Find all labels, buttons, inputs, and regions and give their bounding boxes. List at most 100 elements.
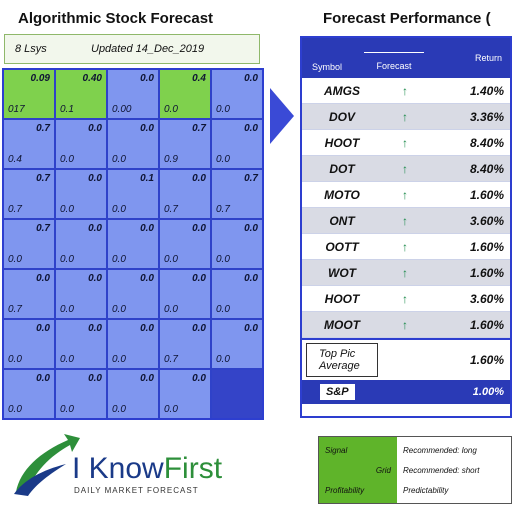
grid-cell: 0.0 0.0 — [108, 270, 158, 318]
row-return: 8.40% — [469, 135, 504, 150]
grid-cell: 0.0 0.0 — [56, 320, 106, 368]
grid-cell: 0.7 0.4 — [4, 120, 54, 168]
grid-cell: 0.40 0.1 — [56, 70, 106, 118]
cell-predictability: 0.0 — [8, 354, 22, 365]
grid-cell: 0.0 0.0 — [108, 320, 158, 368]
cell-predictability: 0.1 — [60, 104, 74, 115]
cell-signal: 0.0 — [244, 223, 258, 234]
performance-title: Forecast Performance ( — [323, 10, 491, 27]
header-forecast: Forecast — [364, 51, 424, 71]
cell-signal: 0.09 — [30, 73, 50, 84]
grid-cell: 0.7 0.7 — [4, 170, 54, 218]
cell-predictability: 0.0 — [8, 254, 22, 265]
grid-cell: 0.0 0.0 — [56, 220, 106, 268]
cell-predictability: 0.0 — [216, 254, 230, 265]
cell-predictability: 0.0 — [112, 404, 126, 415]
grid-cell: 0.0 0.0 — [56, 370, 106, 418]
row-return: 1.40% — [469, 83, 504, 98]
cell-predictability: 0.0 — [112, 154, 126, 165]
cell-signal: 0.0 — [88, 273, 102, 284]
row-return: 3.60% — [469, 291, 504, 306]
row-return: 1.60% — [469, 187, 504, 202]
cell-signal: 0.0 — [140, 223, 154, 234]
cell-signal: 0.0 — [140, 373, 154, 384]
cell-signal: 0.0 — [140, 273, 154, 284]
cell-signal: 0.0 — [192, 223, 206, 234]
legend-value-predictability: Predictability — [403, 485, 449, 495]
cell-predictability: 0.0 — [60, 154, 74, 165]
cell-signal: 0.0 — [192, 373, 206, 384]
grid-cell: 0.0 0.7 — [160, 320, 210, 368]
cell-predictability: 0.00 — [112, 104, 132, 115]
row-return: 3.60% — [469, 213, 504, 228]
table-row: HOOT ↑ 3.60% — [302, 286, 510, 312]
table-header: Symbol Forecast Return — [302, 38, 510, 78]
grid-cell: 0.0 0.0 — [108, 370, 158, 418]
cell-signal: 0.0 — [88, 173, 102, 184]
cell-predictability: 0.9 — [164, 154, 178, 165]
arrow-up-icon: ↑ — [402, 213, 408, 228]
grid-cell: 0.0 0.0 — [212, 220, 262, 268]
grid-cell: 0.0 0.0 — [160, 220, 210, 268]
cell-signal: 0.0 — [192, 323, 206, 334]
legend-key-grid: Grid — [375, 465, 391, 475]
cell-predictability: 0.0 — [216, 354, 230, 365]
brand-tagline: DAILY MARKET FORECAST — [74, 486, 199, 495]
cell-predictability: 0.0 — [112, 354, 126, 365]
header-return: Return — [474, 53, 502, 63]
performance-table: Symbol Forecast Return AMGS ↑ 1.40% DOV ↑ 3.3… — [300, 36, 512, 418]
row-symbol: MOTO — [324, 187, 360, 202]
average-label: Top Pic Average — [306, 343, 378, 377]
arrow-up-icon: ↑ — [402, 161, 408, 176]
grid-cell: 0.0 0.0 — [56, 120, 106, 168]
cell-signal: 0.0 — [140, 73, 154, 84]
cell-predictability: 0.7 — [164, 354, 178, 365]
row-symbol: AMGS — [324, 83, 360, 98]
legend-value-short: Recommended: short — [403, 465, 480, 475]
grid-cell: 0.7 0.9 — [160, 120, 210, 168]
brand-name-2: First — [163, 452, 223, 485]
cell-predictability: 0.7 — [164, 204, 178, 215]
cell-predictability: 0.0 — [60, 304, 74, 315]
row-symbol: OOTT — [325, 239, 359, 254]
top-pick-label: Top Pic — [319, 348, 356, 360]
table-row: ONT ↑ 3.60% — [302, 208, 510, 234]
cell-predictability: 0.0 — [60, 354, 74, 365]
logo-swoosh-icon — [14, 434, 80, 496]
row-return: 8.40% — [469, 161, 504, 176]
grid-cell: 0.0 0.00 — [108, 70, 158, 118]
benchmark-value: 1.00% — [472, 386, 504, 398]
grid-cell: 0.0 0.0 — [108, 120, 158, 168]
grid-cell: 0.4 0.0 — [160, 70, 210, 118]
average-value: 1.60% — [469, 353, 504, 367]
grid-cell: 0.0 0.0 — [212, 270, 262, 318]
cell-predictability: 0.7 — [8, 204, 22, 215]
page-title: Algorithmic Stock Forecast — [18, 10, 214, 27]
grid-cell: 0.7 0.0 — [4, 220, 54, 268]
cell-predictability: 0.0 — [164, 104, 178, 115]
grid-cell: 0.09 017 — [4, 70, 54, 118]
grid-cell: 0.0 0.0 — [56, 270, 106, 318]
cell-signal: 0.0 — [88, 323, 102, 334]
grid-cell: 0.0 0.0 — [108, 220, 158, 268]
cell-predictability: 0.7 — [8, 304, 22, 315]
cell-signal: 0.0 — [36, 273, 50, 284]
table-row: DOV ↑ 3.36% — [302, 104, 510, 130]
grid-cell: 0.0 0.0 — [4, 320, 54, 368]
arrow-up-icon: ↑ — [402, 239, 408, 254]
table-row: MOOT ↑ 1.60% — [302, 312, 510, 338]
row-symbol: DOT — [329, 161, 355, 176]
cell-predictability: 0.0 — [8, 404, 22, 415]
cell-predictability: 0.0 — [216, 104, 230, 115]
table-row: DOT ↑ 8.40% — [302, 156, 510, 182]
table-row: OOTT ↑ 1.60% — [302, 234, 510, 260]
arrow-up-icon: ↑ — [402, 83, 408, 98]
header-symbol: Symbol — [312, 62, 343, 72]
cell-signal: 0.0 — [140, 123, 154, 134]
cell-predictability: 0.0 — [112, 304, 126, 315]
grid-cell: 0.7 0.7 — [212, 170, 262, 218]
cell-signal: 0.7 — [36, 173, 50, 184]
legend-key-profitability: Profitability — [325, 485, 365, 495]
average-text: Average — [319, 360, 360, 372]
cell-predictability: 0.0 — [60, 404, 74, 415]
